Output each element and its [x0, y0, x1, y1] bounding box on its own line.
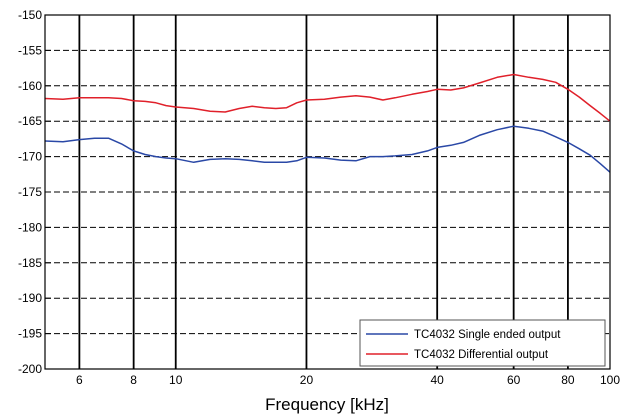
y-tick-label: -160 — [18, 79, 42, 93]
y-tick-label: -155 — [18, 43, 42, 57]
legend-label: TC4032 Single ended output — [414, 329, 561, 341]
x-tick-label: 60 — [507, 373, 521, 387]
x-tick-label: 6 — [76, 373, 83, 387]
y-tick-label: -165 — [18, 114, 42, 128]
y-tick-label: -175 — [18, 185, 42, 199]
x-tick-label: 80 — [561, 373, 575, 387]
y-tick-label: -170 — [18, 150, 42, 164]
y-tick-label: -185 — [18, 256, 42, 270]
y-tick-label: -150 — [18, 8, 42, 22]
series-line — [44, 125, 611, 173]
y-axis-ticks: -150 -155 -160 -165 -170 -175 -180 -185 -190 -195… — [18, 8, 51, 376]
x-axis-title: Frequency [kHz] — [265, 395, 389, 414]
x-tick-label: 10 — [169, 373, 183, 387]
x-tick-label: 100 — [600, 373, 620, 387]
legend-label: TC4032 Differential output — [414, 349, 549, 361]
y-tick-label: -190 — [18, 291, 42, 305]
x-tick-label: 20 — [300, 373, 314, 387]
y-tick-label: -200 — [18, 362, 42, 376]
series-lines — [44, 73, 611, 173]
y-tick-label: -195 — [18, 327, 42, 341]
x-tick-label: 8 — [130, 373, 137, 387]
y-tick-label: -180 — [18, 220, 42, 234]
x-axis-ticks: 6 8 10 20 40 60 80 100 — [76, 373, 620, 387]
legend-box — [359, 319, 606, 367]
x-tick-label: 40 — [431, 373, 445, 387]
series-line — [44, 73, 611, 122]
grid — [45, 15, 610, 369]
legend: TC4032 Single ended output TC4032 Differe… — [359, 319, 606, 367]
